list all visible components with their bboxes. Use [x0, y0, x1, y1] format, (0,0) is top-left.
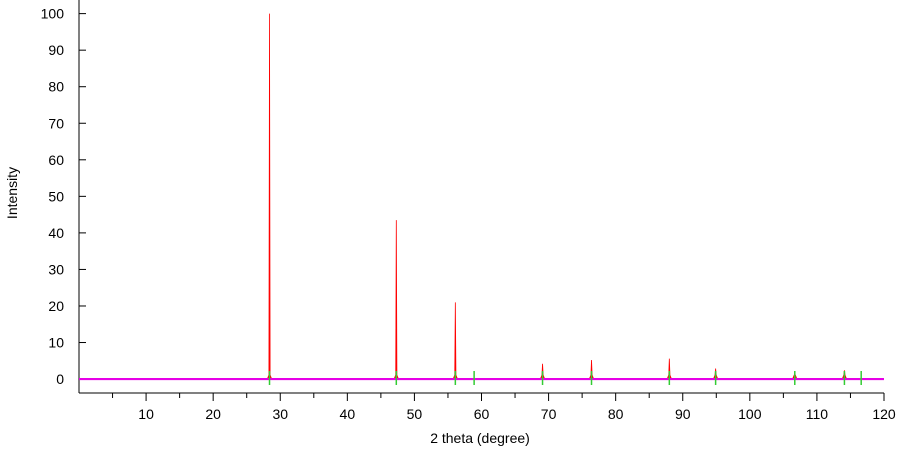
x-tick-label: 60: [474, 406, 490, 422]
peak: [452, 302, 459, 380]
x-tick-label: 80: [608, 406, 624, 422]
x-tick-label: 100: [738, 406, 762, 422]
x-axis-label: 2 theta (degree): [430, 430, 530, 446]
y-axis-ticks: 0 10 20 30 40 50 60 70 80 90 100: [41, 6, 86, 387]
x-tick-label: 110: [806, 406, 829, 422]
axes: [78, 0, 884, 394]
plot-area: [79, 13, 884, 385]
y-tick-label: 40: [48, 225, 64, 241]
peak: [393, 220, 400, 380]
y-tick-label: 20: [48, 298, 64, 314]
x-tick-label: 40: [340, 406, 356, 422]
y-tick-label: 80: [48, 79, 64, 95]
y-tick-label: 0: [56, 371, 64, 387]
peak: [266, 13, 273, 380]
y-tick-label: 100: [41, 6, 65, 22]
x-tick-label: 20: [205, 406, 221, 422]
x-tick-label: 10: [138, 406, 154, 422]
y-tick-label: 30: [48, 261, 64, 277]
x-axis-ticks: 10 20 30 40 50 60 70 80 90 100 110 120: [112, 393, 896, 422]
y-tick-label: 60: [48, 152, 64, 168]
x-tick-label: 90: [675, 406, 691, 422]
x-tick-label: 70: [541, 406, 557, 422]
x-tick-label: 50: [407, 406, 423, 422]
x-tick-label: 120: [872, 406, 896, 422]
y-tick-label: 70: [48, 115, 64, 131]
y-tick-label: 10: [48, 335, 64, 351]
y-axis-label: Intensity: [4, 167, 20, 219]
y-tick-label: 90: [48, 42, 64, 58]
x-tick-label: 30: [272, 406, 288, 422]
y-tick-label: 50: [48, 188, 64, 204]
